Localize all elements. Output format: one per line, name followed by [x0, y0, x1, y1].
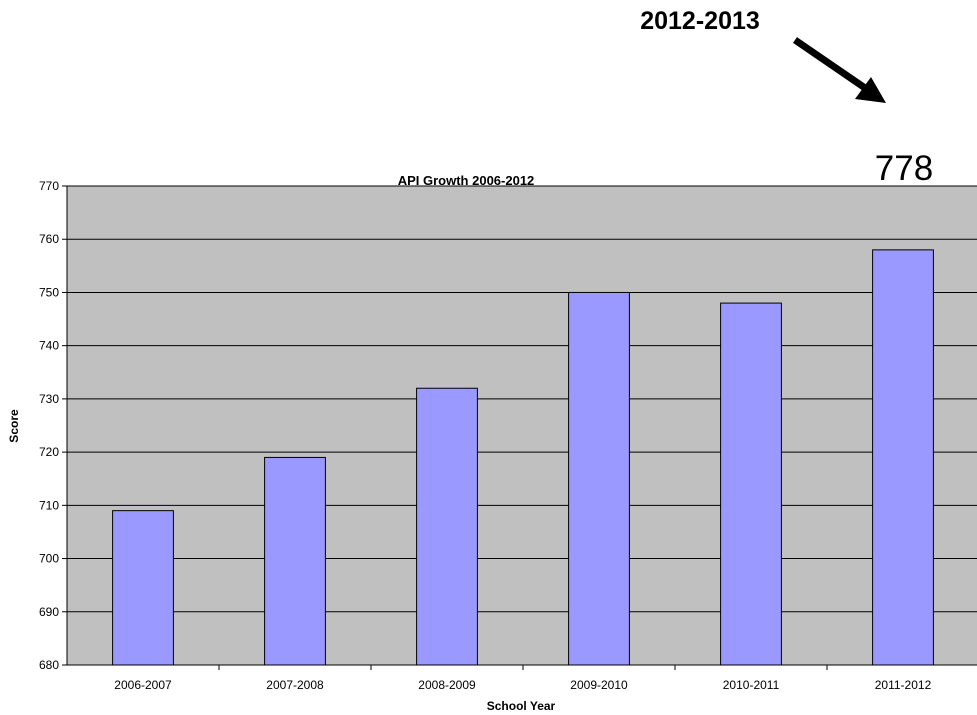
y-tick-label: 750: [39, 285, 59, 299]
y-tick-label: 760: [39, 232, 59, 246]
y-tick-label: 730: [39, 392, 59, 406]
gridlines: [67, 185, 977, 613]
y-tick-label: 690: [39, 605, 59, 619]
y-tick-label: 710: [39, 498, 59, 512]
annotation-arrow-shaft: [793, 37, 870, 93]
x-tick-label: 2007-2008: [266, 678, 324, 692]
y-tick-label: 680: [39, 658, 59, 672]
chart-title: API Growth 2006-2012: [398, 173, 535, 188]
y-axis-title: Score: [7, 409, 21, 443]
y-tick-label: 700: [39, 552, 59, 566]
plot-area: [67, 186, 977, 665]
bar-2006-2007: [112, 510, 174, 666]
y-tick-labels: 680 690 700 710 720 730 740 750 760 770: [39, 179, 59, 672]
x-tick-label: 2008-2009: [418, 678, 476, 692]
x-axis-title: School Year: [487, 699, 556, 713]
bar-2009-2010: [568, 291, 630, 666]
axes: [62, 185, 977, 670]
y-tick-label: 770: [39, 179, 59, 193]
bars: [112, 249, 934, 666]
annotation-arrow: [793, 37, 886, 103]
bar-2011-2012: [872, 249, 934, 666]
annotation-arrow-head: [855, 77, 886, 103]
x-tick-label: 2009-2010: [570, 678, 628, 692]
y-tick-label: 740: [39, 339, 59, 353]
bar-2007-2008: [264, 456, 326, 666]
x-tick-label: 2011-2012: [875, 678, 932, 692]
x-tick-labels: 2006-2007 2007-2008 2008-2009 2009-2010 2010…: [114, 678, 931, 692]
y-tick-label: 720: [39, 445, 59, 459]
annotation-score-value: 778: [875, 149, 933, 188]
x-tick-label: 2006-2007: [114, 678, 172, 692]
annotation-year-label: 2012-2013: [640, 7, 760, 35]
x-tick-label: 2010-2011: [723, 678, 780, 692]
bar-2008-2009: [416, 387, 478, 666]
bar-2010-2011: [720, 302, 782, 666]
